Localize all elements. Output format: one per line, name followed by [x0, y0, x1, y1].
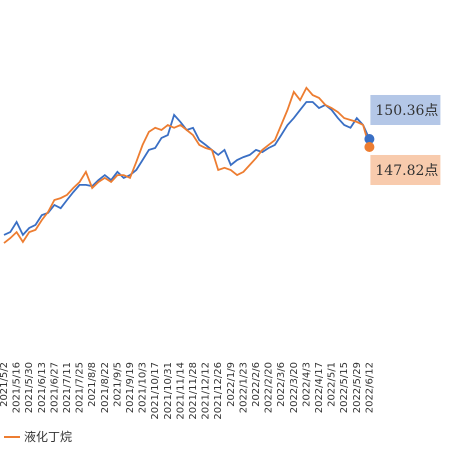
- x-tick-label: 2021/9/19: [125, 362, 136, 413]
- x-tick-label: 2021/10/3: [138, 362, 149, 413]
- x-tick-label: 2022/5/1: [327, 362, 338, 407]
- x-tick-label: 2021/11/28: [188, 362, 199, 420]
- x-tick-label: 2022/4/3: [301, 362, 312, 407]
- x-tick-label: 2022/3/6: [276, 362, 287, 407]
- x-tick-label: 2021/10/31: [163, 362, 174, 420]
- x-tick-label: 2022/6/12: [364, 362, 375, 413]
- x-tick-label: 2021/7/11: [62, 362, 73, 413]
- x-tick-label: 2021/12/26: [213, 362, 224, 420]
- legend-label: 液化丁烷: [24, 429, 72, 444]
- x-tick-label: 2022/1/23: [238, 362, 249, 413]
- value-label: 150.36点: [375, 103, 438, 119]
- end-point: [364, 141, 375, 152]
- x-tick-label: 2021/11/14: [175, 362, 186, 420]
- value-label: 147.82点: [375, 163, 438, 179]
- x-tick-label: 2021/9/5: [112, 362, 123, 407]
- x-tick-label: 2022/2/20: [264, 362, 275, 413]
- x-tick-label: 2021/6/13: [37, 362, 48, 413]
- value-label-box: [370, 154, 441, 185]
- x-tick-label: 2022/5/29: [352, 362, 363, 413]
- x-tick-label: 2021/5/16: [12, 362, 23, 413]
- series-line: [3, 101, 371, 237]
- x-tick-label: 2022/1/9: [226, 362, 237, 407]
- x-tick-label: 2022/4/17: [314, 362, 325, 413]
- x-tick-label: 2021/6/27: [49, 362, 60, 413]
- x-tick-label: 2022/5/15: [339, 362, 350, 413]
- x-tick-label: 2021/8/22: [100, 362, 111, 413]
- x-tick-label: 2022/2/6: [251, 362, 262, 407]
- end-point: [364, 133, 375, 144]
- x-tick-label: 2021/7/25: [75, 362, 86, 413]
- x-tick-label: 2021/5/2: [0, 362, 10, 407]
- x-tick-label: 2021/10/17: [150, 362, 161, 420]
- x-tick-label: 2021/12/12: [201, 362, 212, 420]
- series-line: [3, 86, 371, 244]
- value-label-box: [370, 94, 441, 125]
- x-tick-label: 2022/3/20: [289, 362, 300, 413]
- x-tick-label: 2021/8/8: [87, 362, 98, 407]
- x-tick-label: 2021/5/30: [24, 362, 35, 413]
